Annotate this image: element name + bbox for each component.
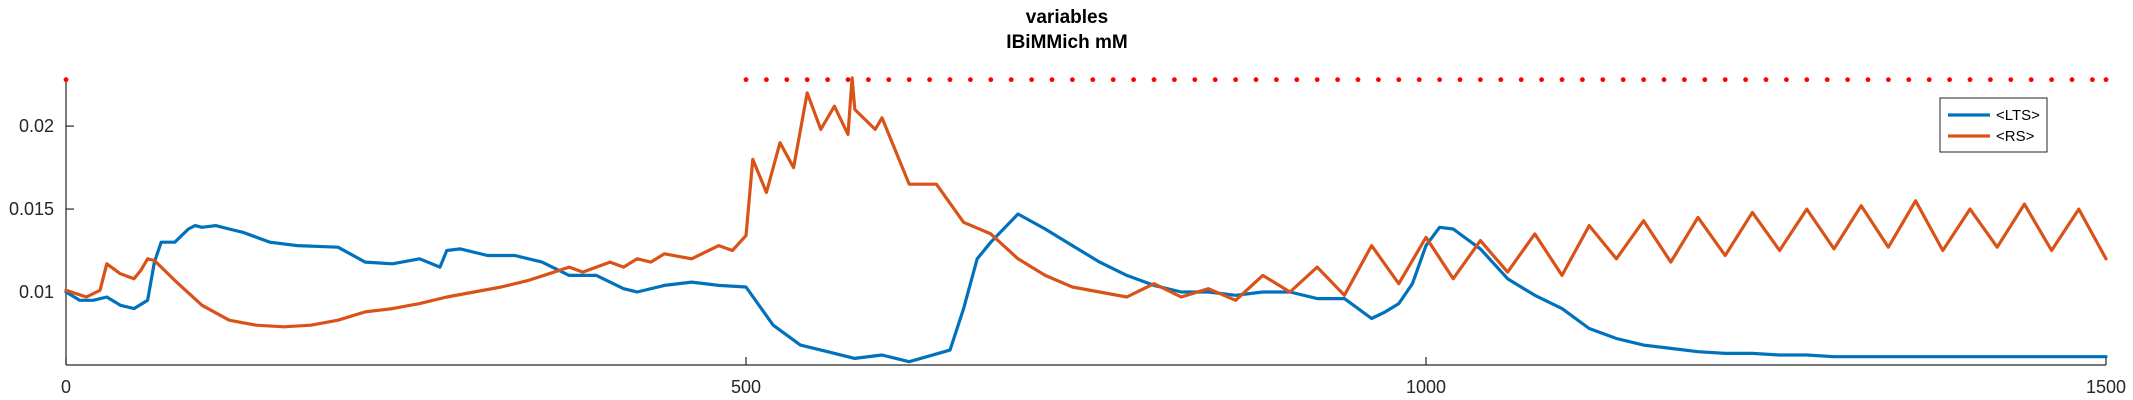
spike-marker — [1518, 77, 1524, 83]
spike-marker — [1070, 77, 1075, 83]
spike-marker — [1824, 77, 1830, 83]
spike-marker — [886, 77, 892, 83]
spike-marker — [1233, 77, 1238, 83]
spike-marker — [1376, 77, 1381, 83]
spike-marker — [784, 77, 790, 83]
spike-marker — [1498, 77, 1504, 83]
y-tick-label: 0.015 — [9, 199, 54, 219]
x-tick-label: 500 — [731, 377, 761, 397]
spike-marker — [2069, 77, 2075, 83]
spike-marker — [1865, 77, 1871, 83]
spike-marker — [1886, 77, 1891, 83]
spike-marker — [1702, 77, 1708, 83]
spike-marker — [1212, 77, 1218, 83]
spike-marker — [866, 77, 871, 83]
chart-title: variables — [1026, 7, 1108, 28]
spike-marker — [1559, 77, 1565, 83]
x-tick-label: 0 — [61, 377, 71, 397]
chart-subtitle: IBiMMich mM — [1006, 32, 1127, 53]
spike-marker — [1539, 77, 1544, 83]
spike-marker — [2103, 77, 2109, 83]
spike-marker — [1661, 77, 1667, 83]
spike-marker — [1172, 77, 1177, 83]
spike-marker — [1396, 77, 1402, 83]
spike-marker — [1253, 77, 1259, 83]
spike-marker — [1926, 77, 1932, 83]
spike-marker — [845, 77, 851, 83]
spike-marker — [804, 77, 810, 83]
x-tick-label: 1000 — [1406, 377, 1446, 397]
spike-marker — [1314, 77, 1320, 83]
spike-marker — [968, 77, 973, 83]
spike-marker — [1294, 77, 1300, 83]
spike-marker — [1437, 77, 1442, 83]
spike-marker — [1620, 77, 1626, 83]
spike-marker — [2008, 77, 2014, 83]
spike-marker — [1192, 77, 1198, 83]
spike-marker — [1049, 77, 1055, 83]
spike-marker — [906, 77, 912, 83]
spike-marker — [2028, 77, 2034, 83]
spike-marker — [1355, 77, 1361, 83]
plot-area: 0 500 1000 1500 0.01 0.015 0.02 — [9, 76, 2126, 397]
spike-marker — [1722, 77, 1728, 83]
legend-label-lts: <LTS> — [1996, 107, 2040, 124]
spike-marker — [1600, 77, 1606, 83]
spike-marker — [1131, 77, 1136, 83]
x-axis-ticks: 0 500 1000 1500 — [61, 357, 2126, 397]
spike-marker — [1947, 77, 1952, 83]
spike-marker — [2090, 77, 2095, 83]
spike-marker — [1580, 77, 1585, 83]
spike-marker — [1008, 77, 1014, 83]
series-line-rs — [64, 76, 2108, 329]
y-tick-label: 0.02 — [19, 116, 54, 136]
spike-marker — [1682, 77, 1687, 83]
x-tick-label: 1500 — [2086, 377, 2126, 397]
legend-label-rs: <RS> — [1996, 128, 2035, 145]
spike-marker — [2049, 77, 2055, 83]
legend-box — [1939, 97, 2048, 153]
spike-marker — [825, 77, 830, 83]
spike-marker — [1988, 77, 1993, 83]
spike-marker — [927, 77, 932, 83]
spike-marker — [1906, 77, 1912, 83]
series-line-lts — [64, 212, 2108, 364]
spike-marker — [1151, 77, 1157, 83]
spike-marker — [1967, 77, 1973, 83]
series-layer — [64, 76, 2108, 364]
spike-marker — [1416, 77, 1422, 83]
spike-marker — [1478, 77, 1483, 83]
spike-marker — [1763, 77, 1769, 83]
spike-marker — [1110, 77, 1116, 83]
y-tick-label: 0.01 — [19, 282, 54, 302]
spike-marker — [1804, 77, 1810, 83]
y-axis-ticks: 0.01 0.015 0.02 — [9, 116, 74, 302]
spike-marker — [1743, 77, 1748, 83]
spike-marker — [1090, 77, 1096, 83]
spike-marker — [1641, 77, 1646, 83]
spike-marker — [988, 77, 994, 83]
spike-marker — [1335, 77, 1340, 83]
spike-marker — [1029, 77, 1034, 83]
spike-marker — [764, 77, 769, 83]
spike-marker — [63, 77, 69, 83]
spike-marker — [743, 77, 749, 83]
spike-marker — [1784, 77, 1789, 83]
legend: <LTS> <RS> — [1939, 97, 2048, 153]
spike-marker — [947, 77, 953, 83]
spike-marker — [1274, 77, 1279, 83]
spike-marker — [1845, 77, 1850, 83]
spike-marker — [1457, 77, 1463, 83]
spike-markers — [63, 77, 2109, 83]
